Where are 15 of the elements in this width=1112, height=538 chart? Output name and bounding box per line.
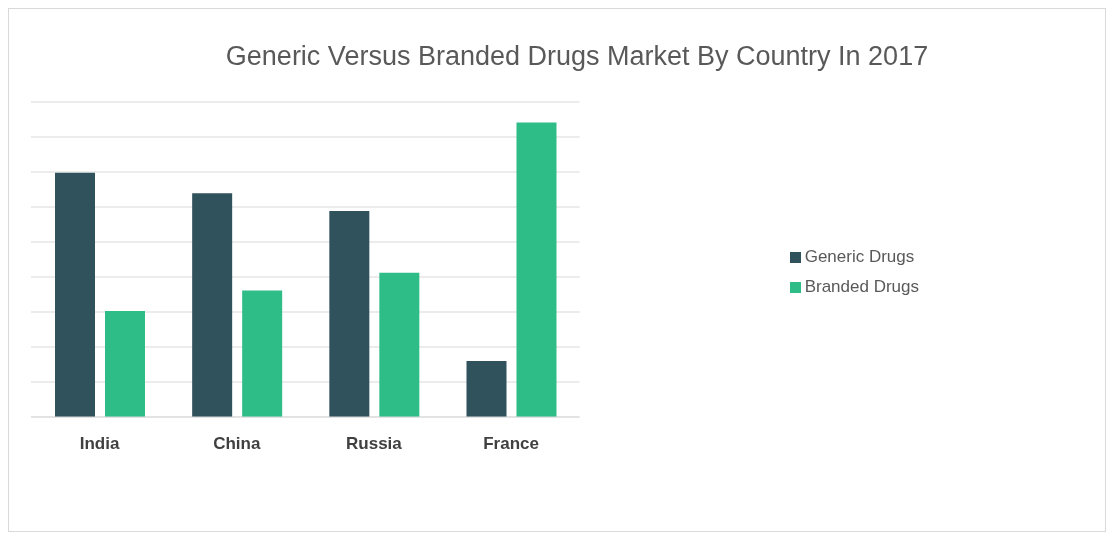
legend-label: Branded Drugs: [804, 277, 919, 296]
bar: [192, 193, 233, 417]
x-tick-label: France: [483, 434, 539, 454]
bar: [55, 172, 95, 417]
bar: [379, 272, 420, 417]
bar: [516, 122, 557, 417]
x-tick-label: Russia: [346, 434, 403, 454]
x-tick-label: India: [79, 434, 120, 454]
bar: [329, 210, 370, 417]
x-tick-label: China: [213, 434, 261, 454]
legend-label: Generic Drugs: [804, 247, 915, 266]
bar: [242, 290, 283, 417]
chart-title: Generic Versus Branded Drugs Market By Country In 2017: [224, 41, 930, 72]
bar: [105, 311, 145, 417]
bar: [466, 361, 507, 417]
